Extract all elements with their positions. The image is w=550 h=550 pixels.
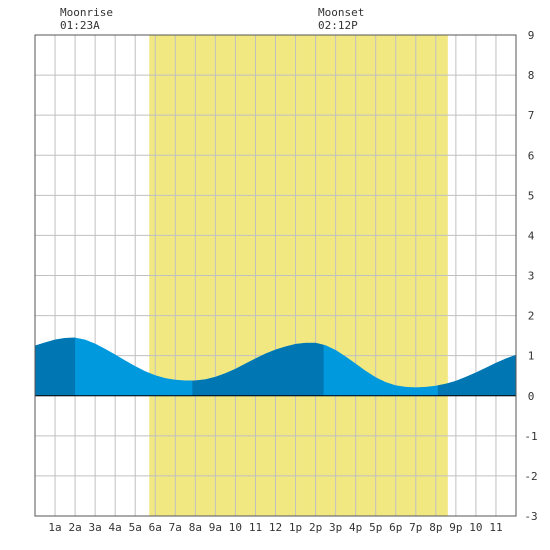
x-tick-label: 6p: [389, 521, 402, 534]
x-tick-label: 5p: [369, 521, 382, 534]
y-tick-label: 1: [528, 350, 535, 363]
y-tick-label: -1: [524, 430, 537, 443]
x-tick-label: 11: [249, 521, 262, 534]
x-tick-label: 3p: [329, 521, 342, 534]
x-tick-label: 1a: [48, 521, 61, 534]
x-tick-label: 8a: [189, 521, 202, 534]
moonset-label: Moonset: [318, 6, 364, 19]
plot-frame: [34, 34, 517, 517]
tide-area-night: [35, 337, 76, 396]
moonrise-label: Moonrise: [60, 6, 113, 19]
x-tick-label: 11: [489, 521, 502, 534]
x-tick-label: 4p: [349, 521, 362, 534]
y-tick-label: 6: [528, 149, 535, 162]
x-tick-label: 6a: [149, 521, 162, 534]
y-tick-label: -3: [524, 510, 537, 523]
x-tick-label: 12: [269, 521, 282, 534]
x-tick-label: 8p: [429, 521, 442, 534]
y-tick-label: 2: [528, 310, 535, 323]
y-tick-label: 8: [528, 69, 535, 82]
x-tick-label: 9a: [209, 521, 222, 534]
x-tick-label: 2p: [309, 521, 322, 534]
x-tick-label: 10: [229, 521, 242, 534]
moonset-time: 02:12P: [318, 19, 358, 32]
y-tick-label: 3: [528, 270, 535, 283]
y-tick-label: 9: [528, 29, 535, 42]
y-tick-label: 7: [528, 109, 535, 122]
moonrise-time: 01:23A: [60, 19, 100, 32]
x-tick-label: 10: [469, 521, 482, 534]
tide-area-night: [192, 342, 324, 396]
x-tick-label: 7a: [169, 521, 182, 534]
x-tick-label: 1p: [289, 521, 302, 534]
x-tick-label: 9p: [449, 521, 462, 534]
x-tick-label: 2a: [68, 521, 81, 534]
x-tick-label: 4a: [109, 521, 122, 534]
y-tick-label: -2: [524, 470, 537, 483]
y-tick-label: 0: [528, 390, 535, 403]
x-tick-label: 7p: [409, 521, 422, 534]
x-tick-label: 5a: [129, 521, 142, 534]
tide-area-night: [437, 354, 516, 396]
x-tick-label: 3a: [89, 521, 102, 534]
y-tick-label: 5: [528, 189, 535, 202]
y-tick-label: 4: [528, 229, 535, 242]
